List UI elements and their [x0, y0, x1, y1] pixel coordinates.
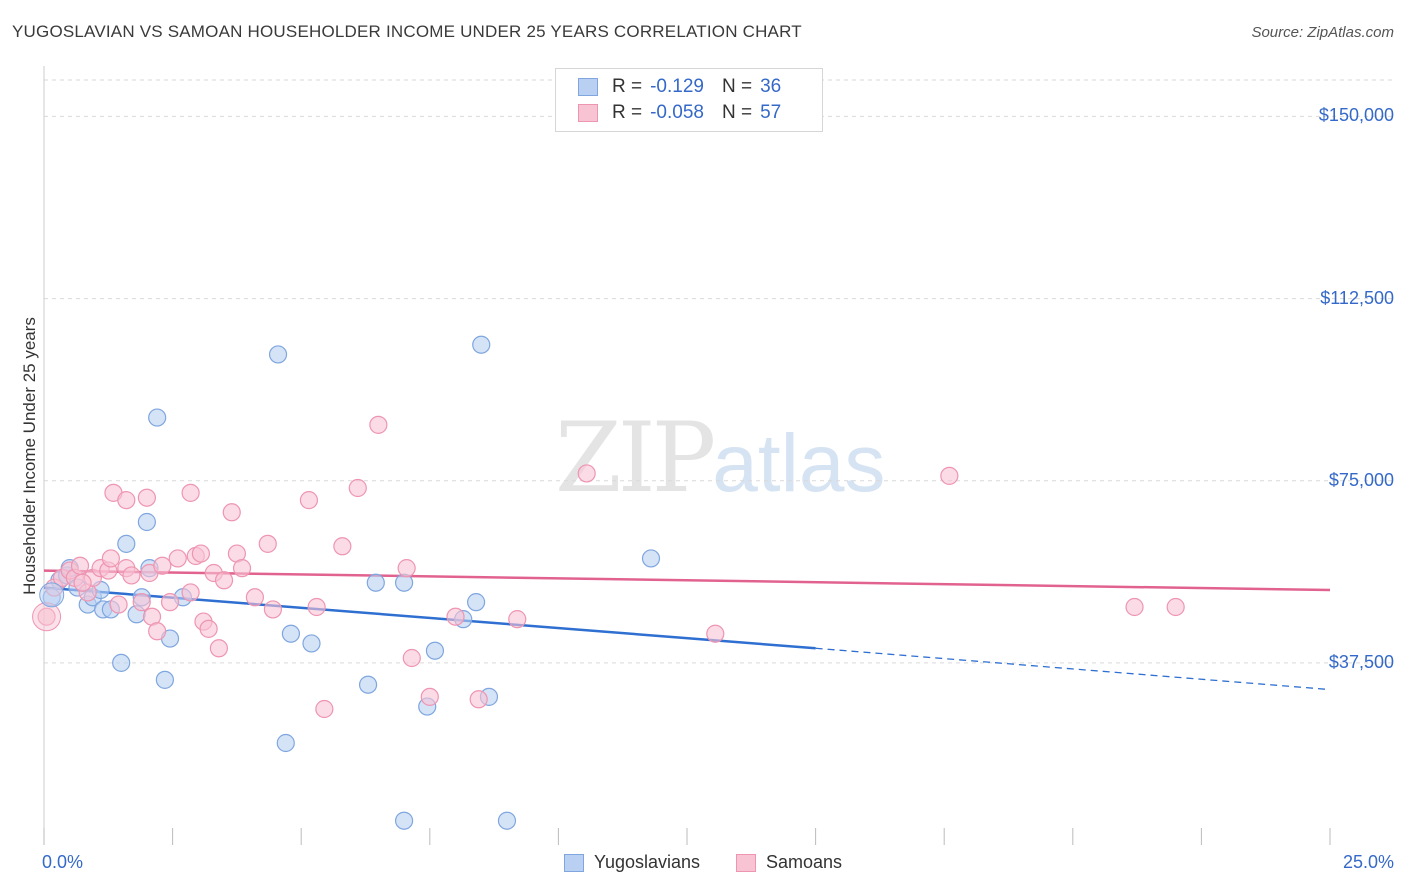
point-yugoslavians [497, 811, 517, 830]
legend-item-yugoslavians[interactable]: Yugoslavians [563, 852, 701, 873]
point-yugoslavians [472, 335, 491, 354]
point-samoans [160, 593, 180, 612]
legend-swatch-blue [578, 78, 598, 96]
legend-row-yugoslavians: R = -0.129 N = 36 [578, 75, 781, 99]
trend-line-samoans [43, 569, 1331, 592]
point-samoans [222, 503, 241, 522]
point-samoans [168, 549, 187, 568]
point-samoans [402, 648, 421, 668]
point-samoans [369, 415, 388, 434]
y-tick-label: $37,500 [1328, 651, 1394, 672]
point-samoans [122, 566, 141, 585]
point-samoans [307, 597, 326, 617]
point-samoans [940, 466, 959, 485]
point-samoans [109, 595, 128, 614]
point-samoans [117, 491, 136, 510]
point-yugoslavians [302, 634, 321, 653]
point-samoans [1166, 597, 1185, 617]
series-legend: Yugoslavians Samoans [0, 852, 1406, 873]
y-tick-label: $75,000 [1328, 469, 1394, 490]
point-samoans [101, 549, 120, 568]
legend-n-label: N = [721, 102, 753, 123]
point-samoans [348, 478, 367, 498]
source-label: Source: ZipAtlas.com [1251, 24, 1394, 41]
point-samoans [214, 571, 234, 590]
y-tick-label: $112,500 [1320, 287, 1394, 308]
point-samoans [232, 559, 252, 578]
legend-r-value: -0.129 [650, 76, 704, 97]
point-samoans-large [32, 602, 62, 632]
point-samoans [245, 588, 265, 607]
point-samoans [1125, 597, 1144, 617]
point-samoans [153, 556, 172, 575]
legend-swatch-pink [578, 104, 598, 122]
point-yugoslavians [155, 670, 174, 689]
point-samoans [299, 491, 319, 510]
point-samoans [577, 464, 596, 483]
legend-n-label: N = [721, 76, 753, 97]
x-tick-label-min: 0.0% [42, 852, 84, 872]
legend-r-value: -0.058 [650, 102, 704, 123]
point-samoans [148, 622, 167, 641]
legend-item-samoans[interactable]: Samoans [736, 852, 842, 873]
point-yugoslavians [366, 573, 385, 592]
trend-line-dashed-yugoslavians [815, 647, 1331, 691]
point-samoans [181, 483, 200, 502]
point-yugoslavians-large [39, 582, 65, 608]
point-samoans [209, 639, 228, 658]
point-yugoslavians [394, 811, 414, 830]
point-samoans [446, 607, 465, 626]
point-samoans [70, 556, 90, 575]
point-samoans [132, 593, 151, 612]
x-tick-label-max: 25.0% [1342, 852, 1394, 872]
point-yugoslavians [281, 624, 301, 643]
point-yugoslavians [148, 408, 167, 427]
point-samoans [315, 699, 334, 719]
legend-n-value: 36 [760, 76, 782, 97]
point-samoans [73, 573, 92, 592]
point-samoans [181, 583, 200, 602]
legend-label: Yugoslavians [593, 852, 701, 872]
point-yugoslavians [425, 641, 445, 660]
point-samoans [191, 544, 210, 563]
point-yugoslavians [268, 345, 288, 364]
point-yugoslavians [112, 653, 131, 672]
point-samoans [397, 559, 416, 578]
watermark-atlas: atlas [712, 418, 886, 509]
correlation-legend: R = -0.129 N = 36 R = -0.058 N = 57 [555, 68, 823, 132]
legend-n-value: 57 [760, 102, 782, 123]
point-samoans [420, 687, 439, 706]
point-samoans [469, 690, 488, 709]
legend-swatch-blue [563, 853, 584, 872]
point-samoans [706, 624, 725, 643]
trend-lines [43, 569, 1331, 691]
data-points [32, 335, 1185, 830]
watermark-zip: ZIP [555, 402, 716, 514]
point-samoans [137, 488, 156, 507]
legend-r-label: R = [612, 102, 643, 123]
point-samoans [263, 600, 283, 619]
legend-row-samoans: R = -0.058 N = 57 [578, 101, 781, 125]
legend-r-label: R = [612, 76, 643, 97]
axes [43, 66, 1331, 845]
point-yugoslavians [276, 733, 295, 753]
y-axis-label: Householder Income Under 25 years [20, 317, 39, 595]
point-samoans [333, 537, 352, 556]
point-yugoslavians [137, 512, 156, 532]
point-yugoslavians [358, 675, 378, 694]
point-yugoslavians [466, 593, 486, 612]
chart-title: YUGOSLAVIAN VS SAMOAN HOUSEHOLDER INCOME… [12, 22, 802, 41]
point-yugoslavians [641, 549, 661, 568]
point-samoans [258, 534, 277, 553]
point-samoans [199, 619, 218, 638]
watermark: ZIPatlas [555, 402, 885, 514]
legend-label: Samoans [766, 852, 843, 872]
point-yugoslavians [117, 534, 136, 553]
y-tick-label: $150,000 [1318, 105, 1394, 126]
legend-swatch-pink [736, 853, 757, 872]
point-samoans [508, 610, 527, 629]
